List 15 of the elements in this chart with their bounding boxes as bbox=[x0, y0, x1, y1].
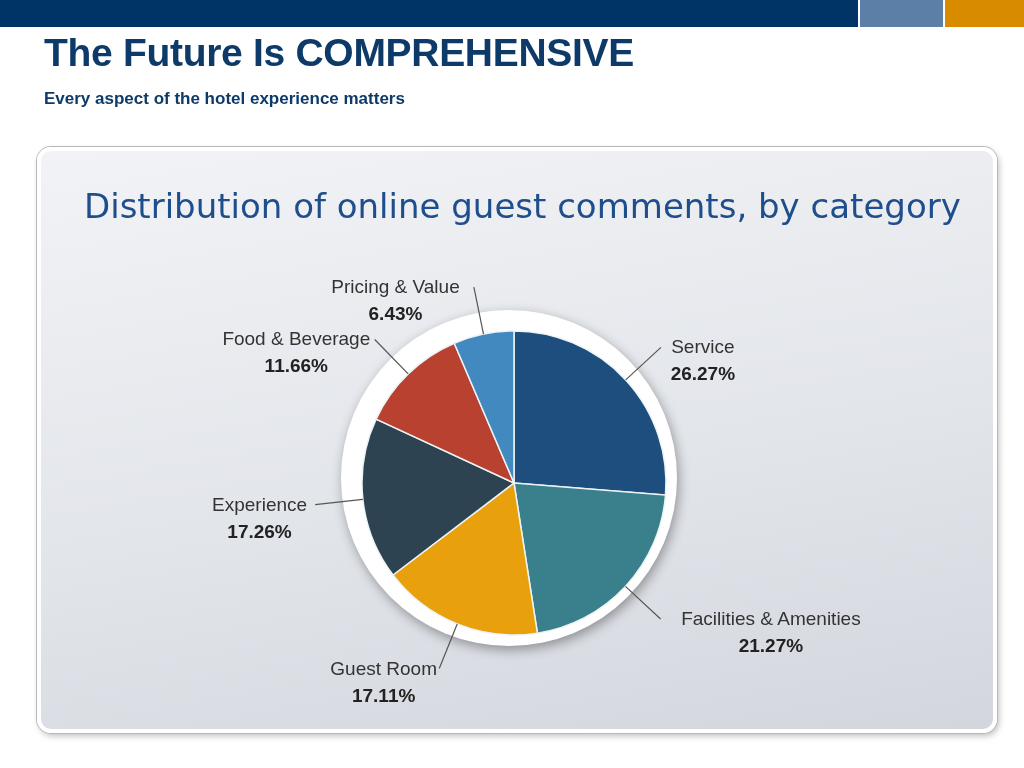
slice-label: Service bbox=[671, 336, 735, 358]
data-label: 17.11% bbox=[351, 684, 416, 706]
slice-label: Facilities & Amenities bbox=[681, 608, 861, 630]
data-label: 26.27% bbox=[670, 363, 736, 385]
chart-title: The Future Is COMPREHENSIVE bbox=[44, 31, 634, 75]
text: Distribution of online guest comments, by category bbox=[84, 185, 961, 227]
data-label: 17.26% bbox=[227, 520, 292, 542]
data-label: 6.43% bbox=[368, 303, 423, 325]
slice-label: Food & Beverage bbox=[222, 328, 371, 350]
slice-label: Experience bbox=[212, 493, 308, 515]
slice-label: Pricing & Value bbox=[331, 276, 460, 298]
data-label: 11.66% bbox=[264, 355, 329, 377]
chart-subtitle: Every aspect of the hotel experience matters bbox=[44, 89, 405, 109]
data-label: 21.27% bbox=[738, 635, 804, 657]
slice-label: Guest Room bbox=[330, 657, 437, 679]
